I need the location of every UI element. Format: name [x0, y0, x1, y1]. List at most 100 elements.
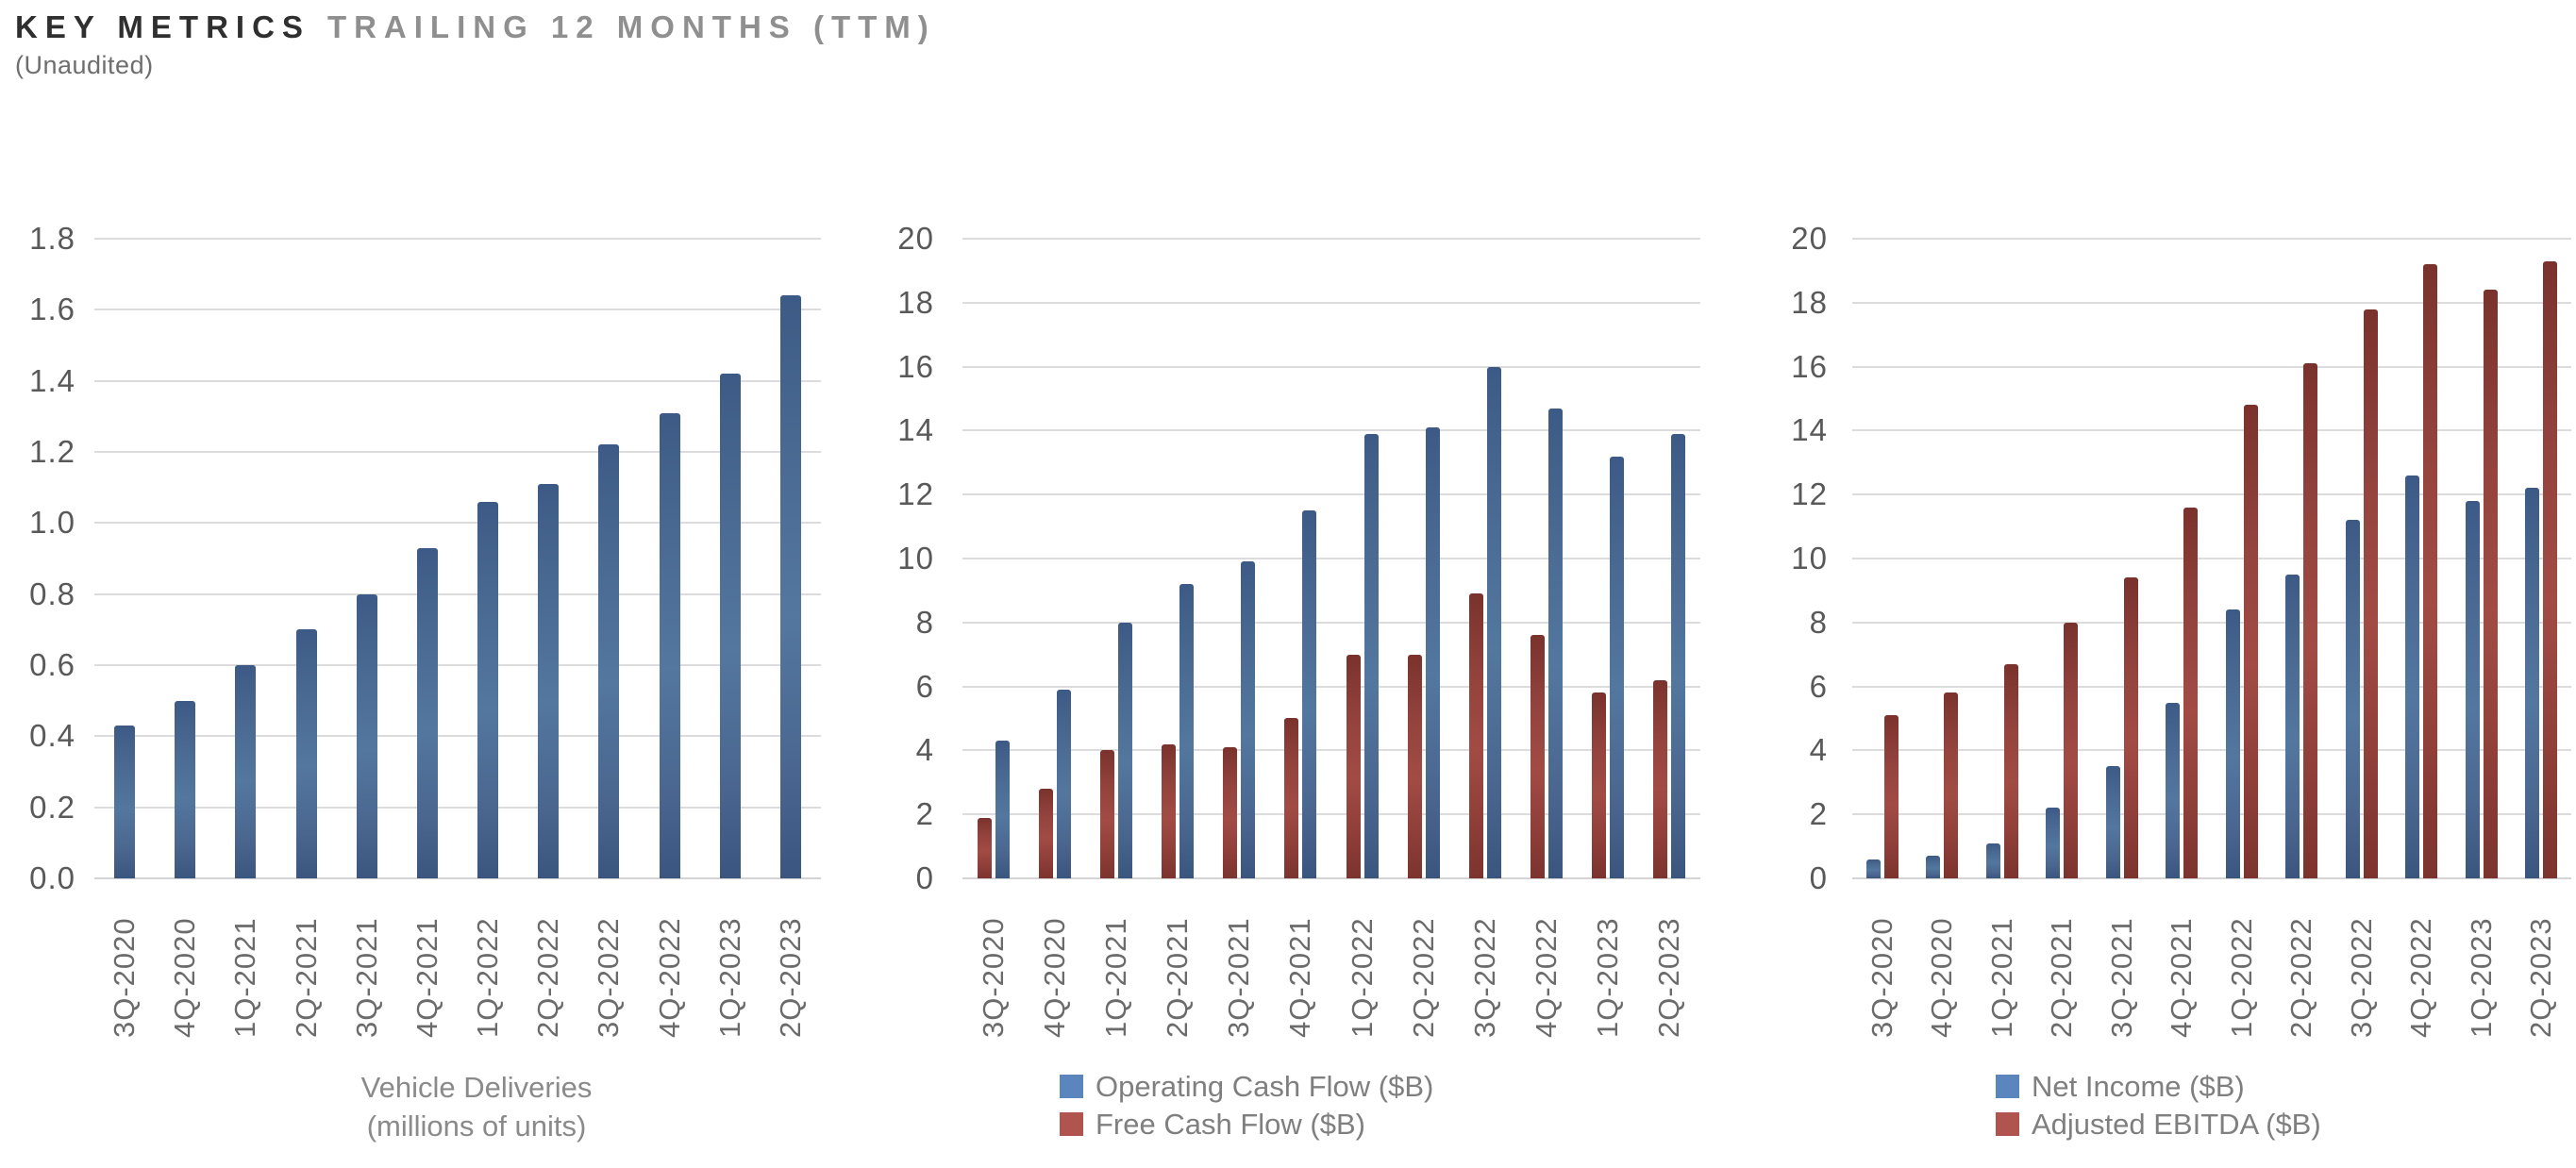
grid-line: [1852, 621, 2571, 624]
y-axis-tick-label: 6: [915, 668, 934, 704]
x-axis-tick-label: 1Q-2023: [1591, 917, 1624, 1038]
legend-item-operating-cash-flow: Operating Cash Flow ($B): [1060, 1068, 1433, 1106]
bar-adjusted-ebitda-b--3q-2020: [1884, 715, 1899, 878]
x-axis-tick-label: 4Q-2021: [2165, 917, 2198, 1038]
x-axis-tick-label: 2Q-2021: [1161, 917, 1194, 1038]
x-axis-tick-label: 1Q-2023: [713, 917, 746, 1038]
bar-net-income-b--4q-2021: [2166, 703, 2180, 878]
grid-line: [1852, 429, 2571, 432]
bar-adjusted-ebitda-b--3q-2022: [2364, 309, 2378, 878]
bar-net-income-b--1q-2022: [2226, 609, 2240, 878]
x-axis-tick-label: 2Q-2023: [2524, 917, 2557, 1038]
grid-line: [962, 365, 1700, 368]
bar-vehicle-deliveries-millions-of-units--1q-2021: [235, 665, 256, 878]
grid-line: [962, 558, 1700, 559]
legend-income-ebitda: Net Income ($B) Adjusted EBITDA ($B): [1996, 1068, 2321, 1143]
x-axis-tick-label: 3Q-2020: [1865, 917, 1899, 1038]
grid-line: [1852, 749, 2571, 752]
y-axis-tick-label: 1.0: [29, 505, 75, 541]
y-axis-tick-label: 10: [1791, 541, 1828, 576]
x-axis-tick-label: 4Q-2022: [2404, 917, 2437, 1038]
bar-net-income-b--1q-2021: [1986, 843, 2000, 878]
y-axis-tick-label: 2: [1809, 796, 1828, 832]
grid-line: [94, 522, 821, 525]
grid-line: [962, 685, 1700, 688]
grid-line: [94, 379, 821, 382]
y-axis-tick-label: 18: [897, 284, 934, 320]
bar-operating-cash-flow-b--4q-2021: [1302, 510, 1316, 878]
bar-adjusted-ebitda-b--4q-2021: [2183, 508, 2198, 878]
bar-vehicle-deliveries-millions-of-units--4q-2020: [175, 701, 195, 878]
legend-item-net-income: Net Income ($B): [1996, 1068, 2321, 1106]
bar-operating-cash-flow-b--2q-2022: [1426, 427, 1440, 878]
legend-swatch-red-icon: [1060, 1112, 1083, 1136]
legend-label: Net Income ($B): [2032, 1070, 2245, 1103]
grid-line: [1852, 301, 2571, 304]
y-axis-tick-label: 10: [897, 541, 934, 576]
bar-vehicle-deliveries-millions-of-units--1q-2023: [720, 374, 741, 878]
y-axis-tick-label: 18: [1791, 284, 1828, 320]
bar-vehicle-deliveries-millions-of-units--2q-2021: [296, 629, 317, 878]
grid-line: [1852, 685, 2571, 688]
grid-line: [94, 877, 821, 879]
bar-adjusted-ebitda-b--4q-2020: [1944, 692, 1958, 878]
bar-vehicle-deliveries-millions-of-units--4q-2022: [660, 413, 680, 878]
bar-vehicle-deliveries-millions-of-units--2q-2023: [780, 295, 801, 878]
x-axis-tick-label: 4Q-2021: [410, 917, 443, 1038]
legend-swatch-blue-icon: [1060, 1075, 1083, 1098]
x-axis-tick-label: 2Q-2022: [531, 917, 564, 1038]
y-axis-tick-label: 2: [915, 796, 934, 832]
grid-line: [962, 813, 1700, 816]
bar-vehicle-deliveries-millions-of-units--3q-2020: [114, 726, 135, 878]
legend-label: Free Cash Flow ($B): [1096, 1108, 1365, 1141]
grid-line: [94, 806, 821, 809]
y-axis-tick-label: 0.4: [29, 718, 75, 754]
grid-line: [1852, 493, 2571, 496]
bar-free-cash-flow-b--4q-2020: [1039, 789, 1053, 878]
bar-free-cash-flow-b--3q-2022: [1469, 593, 1483, 878]
bar-net-income-b--2q-2023: [2525, 488, 2539, 878]
grid-line: [1852, 877, 2571, 879]
legend-swatch-red-icon: [1996, 1112, 2019, 1136]
y-axis-tick-label: 0.2: [29, 789, 75, 825]
bar-operating-cash-flow-b--1q-2023: [1610, 457, 1624, 878]
bar-operating-cash-flow-b--4q-2020: [1057, 690, 1071, 878]
y-axis-tick-label: 4: [1809, 732, 1828, 768]
caption-line-1: Vehicle Deliveries: [360, 1071, 593, 1104]
bar-net-income-b--2q-2022: [2285, 575, 2300, 878]
bar-operating-cash-flow-b--1q-2022: [1364, 434, 1379, 878]
y-axis-tick-label: 1.6: [29, 292, 75, 327]
x-axis-tick-label: 4Q-2022: [653, 917, 686, 1038]
bar-adjusted-ebitda-b--2q-2023: [2543, 261, 2557, 878]
bar-adjusted-ebitda-b--1q-2022: [2244, 405, 2258, 878]
bar-free-cash-flow-b--4q-2022: [1531, 635, 1545, 878]
grid-line: [962, 493, 1700, 496]
y-axis-tick-label: 1.2: [29, 434, 75, 469]
x-axis-tick-label: 2Q-2021: [290, 917, 323, 1038]
x-axis-tick-label: 1Q-2021: [1099, 917, 1132, 1038]
grid-line: [94, 451, 821, 453]
subtitle-unaudited: (Unaudited): [15, 51, 154, 79]
bar-vehicle-deliveries-millions-of-units--3q-2022: [598, 444, 619, 878]
y-axis-tick-label: 0: [1809, 860, 1828, 895]
legend-cash-flow: Operating Cash Flow ($B) Free Cash Flow …: [1060, 1068, 1433, 1143]
x-axis-tick-label: 1Q-2021: [228, 917, 261, 1038]
x-axis-tick-label: 4Q-2022: [1530, 917, 1563, 1038]
bar-adjusted-ebitda-b--1q-2023: [2484, 290, 2498, 878]
y-axis-tick-label: 12: [1791, 476, 1828, 512]
x-axis-tick-label: 3Q-2021: [2105, 917, 2138, 1038]
x-axis-tick-label: 3Q-2022: [1468, 917, 1501, 1038]
y-axis-tick-label: 16: [897, 348, 934, 384]
y-axis-tick-label: 0.8: [29, 576, 75, 611]
grid-line: [962, 621, 1700, 624]
bar-net-income-b--2q-2021: [2046, 808, 2060, 878]
grid-line: [1852, 813, 2571, 816]
bar-adjusted-ebitda-b--3q-2021: [2124, 577, 2138, 878]
bar-free-cash-flow-b--2q-2021: [1162, 744, 1176, 878]
bar-adjusted-ebitda-b--1q-2021: [2004, 664, 2018, 878]
bar-adjusted-ebitda-b--4q-2022: [2423, 264, 2437, 878]
bar-operating-cash-flow-b--2q-2021: [1179, 584, 1194, 878]
bar-free-cash-flow-b--4q-2021: [1284, 718, 1298, 878]
x-axis-tick-label: 2Q-2022: [2284, 917, 2317, 1038]
legend-swatch-blue-icon: [1996, 1075, 2019, 1098]
